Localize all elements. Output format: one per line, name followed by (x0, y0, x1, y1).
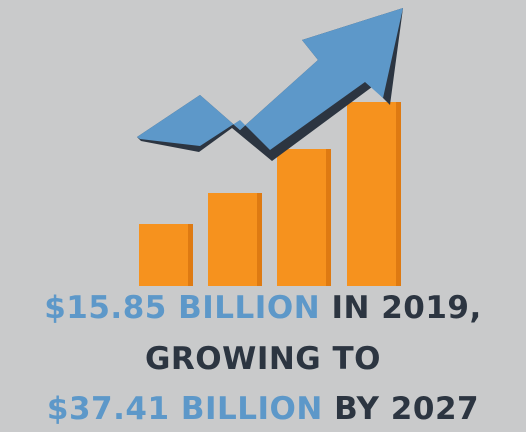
caption-growing-to: GROWING TO (144, 341, 382, 377)
bar-3-shade (326, 149, 331, 286)
bar-2 (208, 193, 262, 286)
arrow-body (137, 8, 403, 150)
bar-1-shade (188, 224, 193, 286)
bar-4-shade (396, 102, 401, 286)
bar-3 (277, 149, 331, 286)
bar-chart-icon (139, 102, 401, 286)
value-2019: $15.85 BILLION (44, 290, 321, 326)
caption-year-2019: IN 2019, (331, 290, 482, 326)
growth-chart-graphic (137, 8, 403, 286)
caption-line-1: $15.85 BILLION IN 2019, (0, 288, 526, 328)
bar-2-shade (257, 193, 262, 286)
trend-up-arrow-icon (137, 8, 403, 161)
bar-1 (139, 224, 193, 286)
caption-year-2027: BY 2027 (334, 391, 480, 427)
bar-4 (347, 102, 401, 286)
caption-line-2: GROWING TO (0, 339, 526, 379)
value-2027: $37.41 BILLION (46, 391, 323, 427)
caption-line-3: $37.41 BILLION BY 2027 (0, 389, 526, 429)
